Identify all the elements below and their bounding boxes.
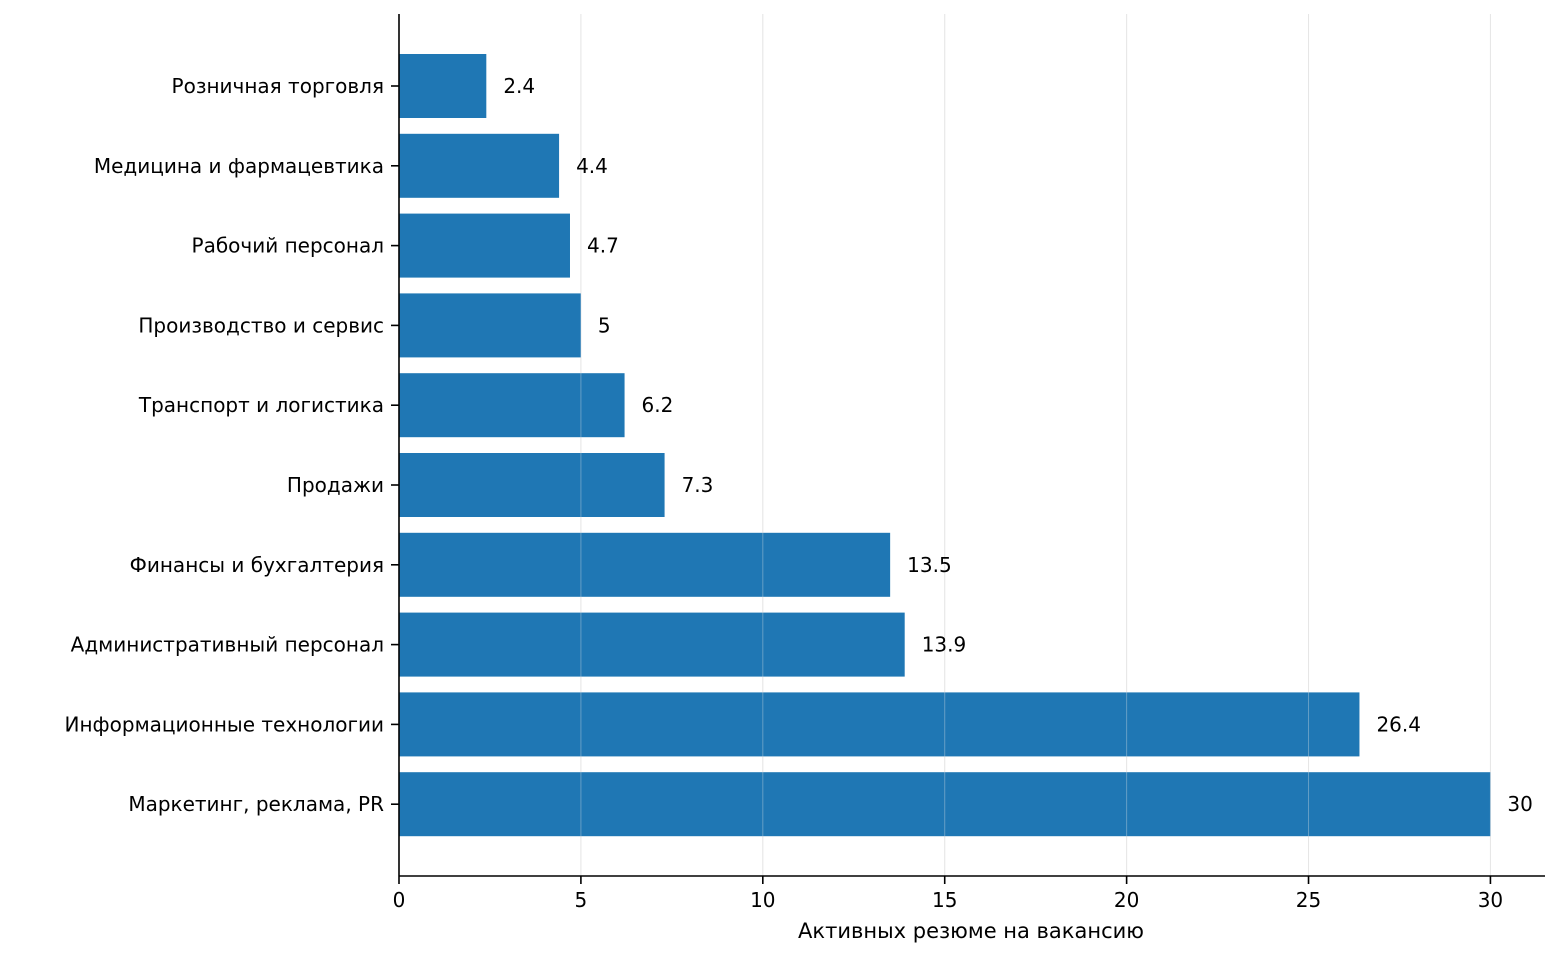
x-tick-label-25: 25: [1296, 888, 1321, 912]
category-label-8: Информационные технологии: [65, 712, 385, 736]
x-tick-label-5: 5: [575, 888, 588, 912]
category-labels: Розничная торговля Медицина и фармацевтик…: [65, 74, 385, 816]
bar-1: [399, 133, 560, 198]
value-label-9: 30: [1507, 792, 1532, 816]
x-tick-label-0: 0: [393, 888, 406, 912]
category-label-2: Рабочий персонал: [192, 234, 384, 258]
bar-8: [399, 692, 1360, 757]
category-label-9: Маркетинг, реклама, PR: [128, 792, 384, 816]
value-label-6: 13.5: [907, 553, 952, 577]
value-label-0: 2.4: [503, 74, 535, 98]
bar-0: [399, 54, 487, 118]
category-label-0: Розничная торговля: [172, 74, 384, 98]
value-label-7: 13.9: [922, 633, 967, 657]
bar-6: [399, 532, 891, 597]
category-label-5: Продажи: [287, 473, 384, 497]
bar-7: [399, 612, 905, 677]
x-ticks: 0 5 10 15 20 25 30: [391, 85, 1503, 912]
value-label-2: 4.7: [587, 234, 619, 258]
category-label-1: Медицина и фармацевтика: [94, 154, 384, 178]
category-label-7: Административный персонал: [71, 633, 384, 657]
x-tick-label-10: 10: [750, 888, 775, 912]
x-tick-label-20: 20: [1114, 888, 1139, 912]
gridlines-overlay: [580, 14, 1491, 876]
value-label-1: 4.4: [576, 154, 608, 178]
x-axis-label: Активных резюме на вакансию: [798, 919, 1144, 943]
x-tick-label-15: 15: [932, 888, 957, 912]
bars: [399, 54, 1491, 837]
value-label-3: 5: [598, 313, 611, 337]
value-label-5: 7.3: [682, 473, 714, 497]
value-label-8: 26.4: [1376, 712, 1421, 736]
value-labels: 2.4 4.4 4.7 5 6.2 7.3 13.5 13.9 26.4 30: [503, 74, 1533, 816]
bar-2: [399, 213, 570, 278]
category-label-3: Производство и сервис: [138, 313, 384, 337]
value-label-4: 6.2: [642, 393, 674, 417]
bar-3: [399, 293, 581, 358]
x-tick-label-30: 30: [1478, 888, 1503, 912]
category-label-6: Финансы и бухгалтерия: [130, 553, 384, 577]
bar-5: [399, 453, 665, 517]
bar-4: [399, 373, 625, 438]
bar-9: [399, 772, 1491, 837]
axes: [398, 14, 1545, 877]
category-label-4: Транспорт и логистика: [138, 393, 384, 417]
